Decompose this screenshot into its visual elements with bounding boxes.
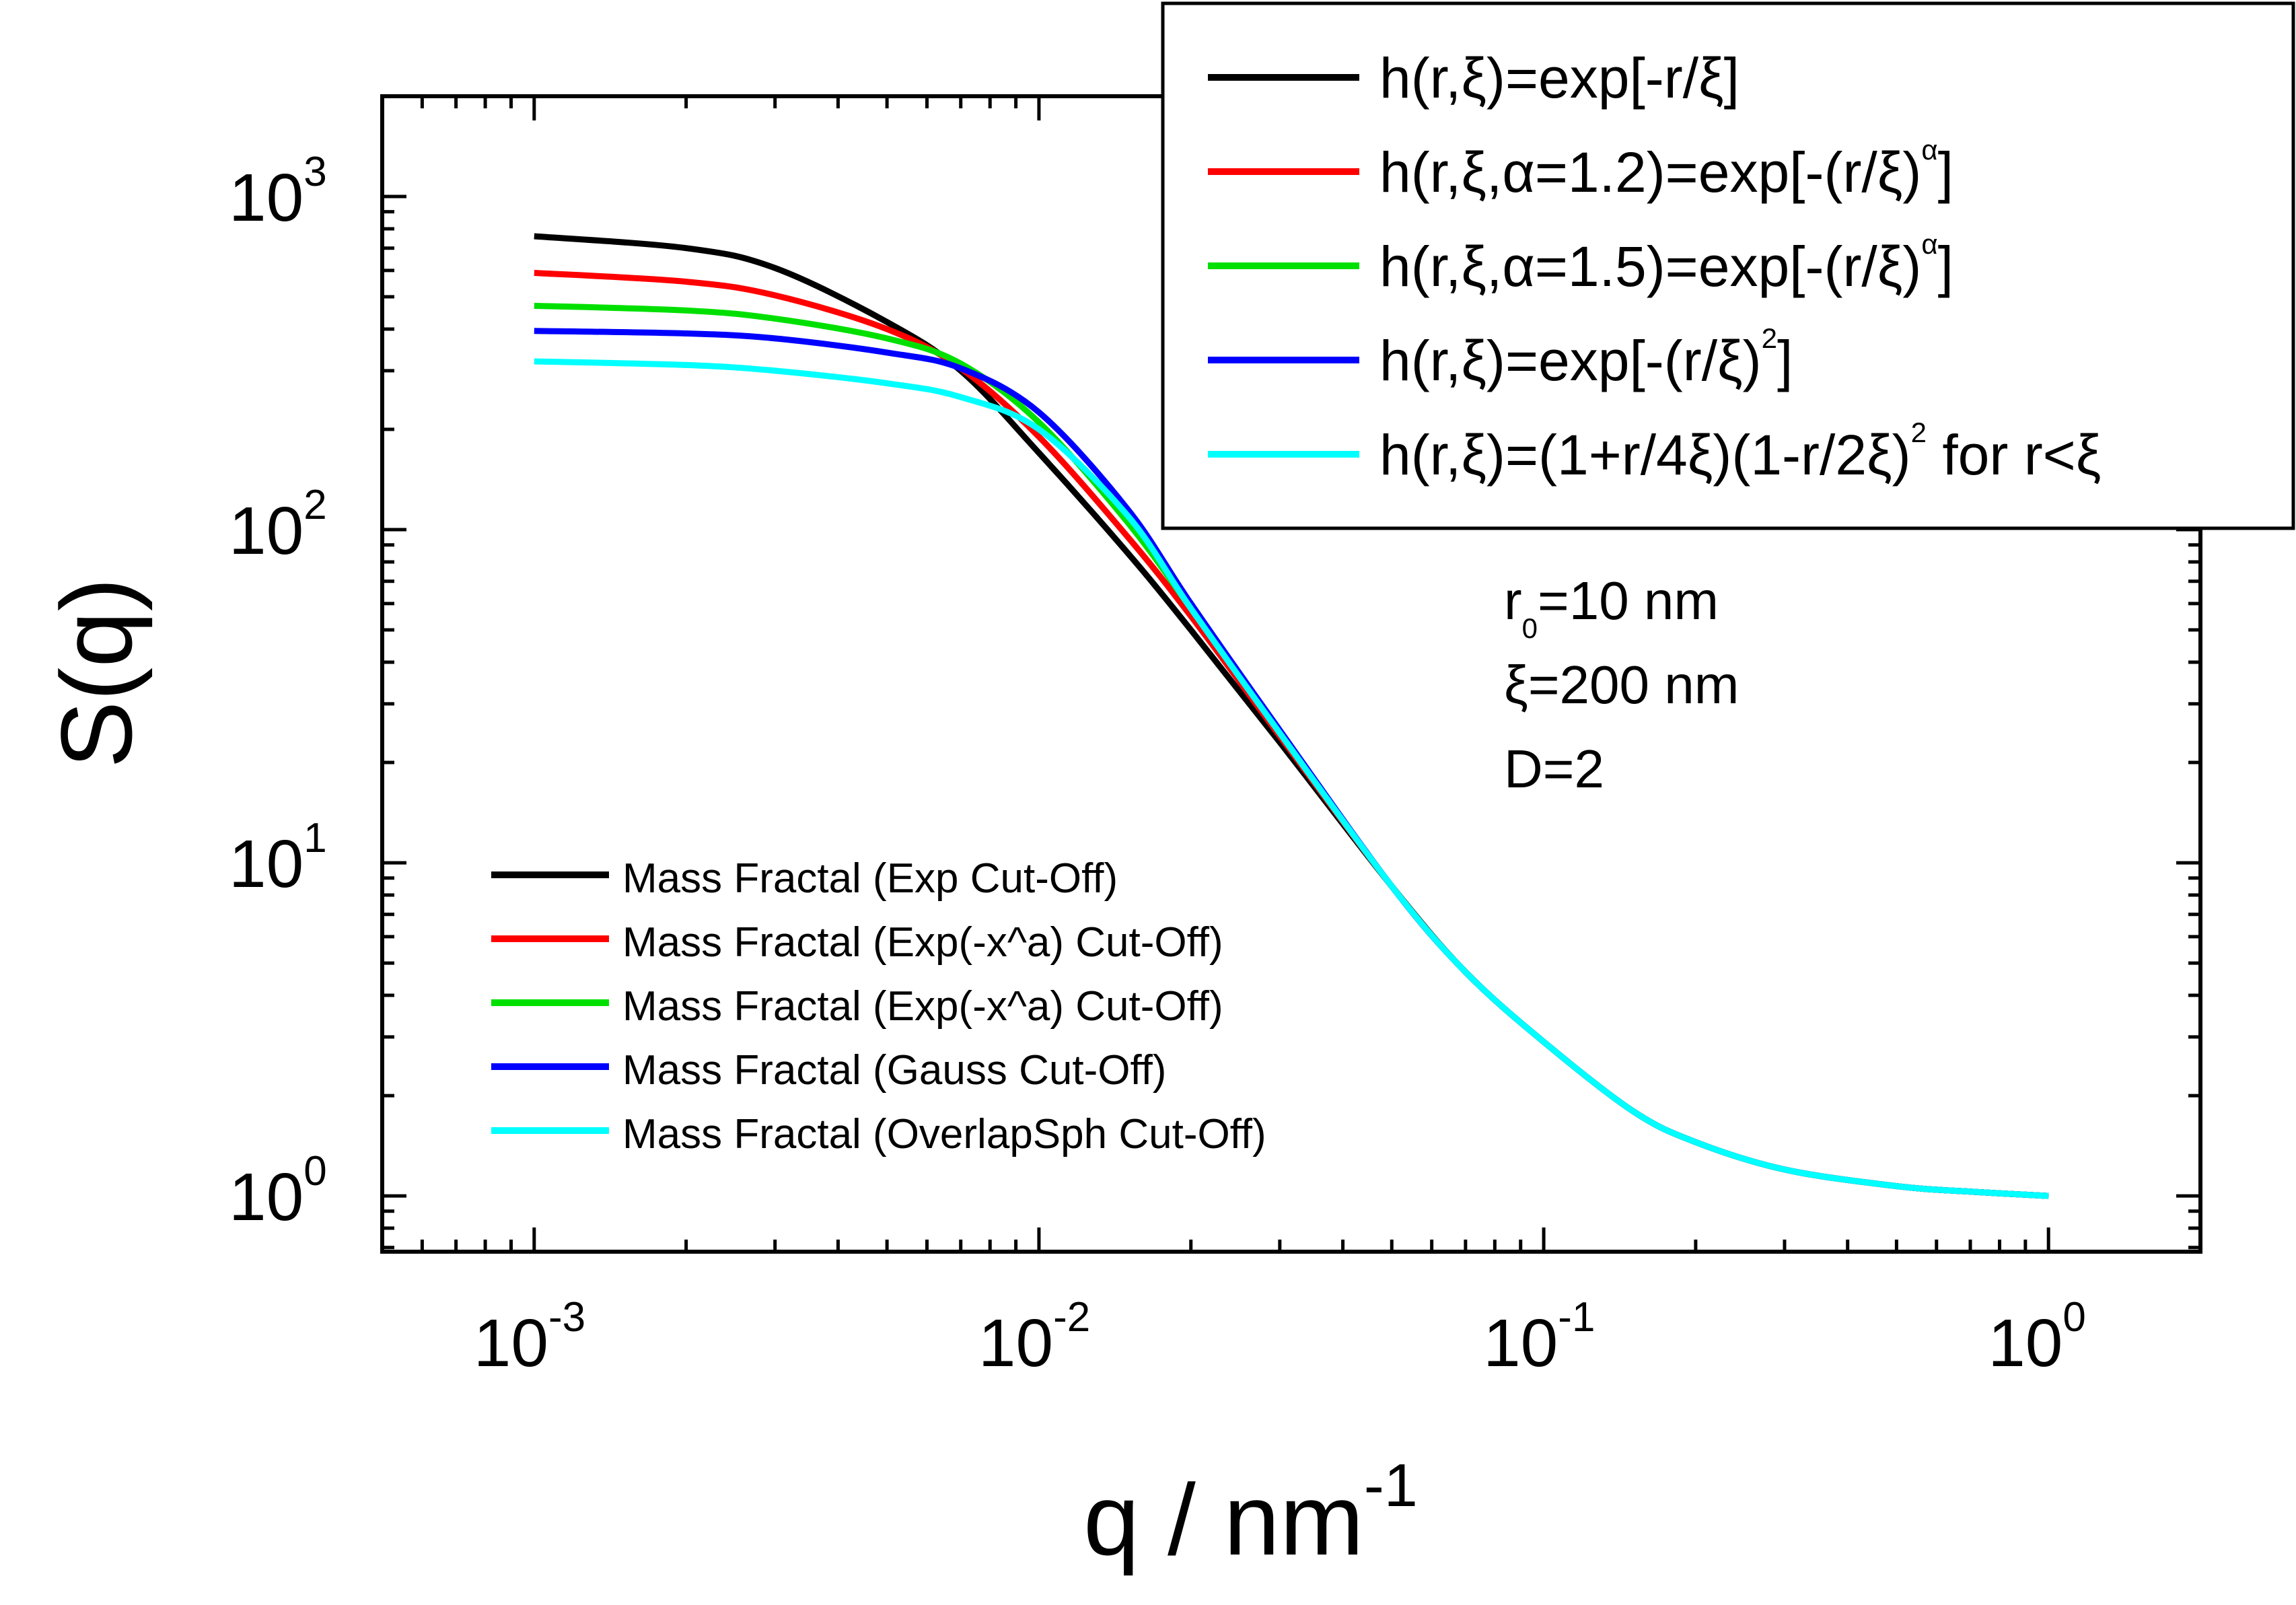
y-axis-title: S(q) — [40, 577, 153, 768]
legend-label: h(r,ξ)=exp[-(r/ξ)2] — [1379, 322, 1793, 392]
y-tick-label: 100 — [229, 1148, 327, 1235]
annotation-text: r0=10 nm — [1504, 571, 1719, 644]
legend-label: h(r,ξ)=exp[-r/ξ] — [1379, 46, 1739, 110]
y-tick-label: 102 — [229, 482, 327, 569]
x-tick-label: 10-1 — [1483, 1294, 1595, 1381]
y-tick-label: 103 — [229, 149, 327, 236]
legend-top-right: h(r,ξ)=exp[-r/ξ] h(r,ξ,α=1.2)=exp[-(r/ξ)α… — [1161, 1, 2295, 530]
y-tick-labels: 100 101 102 103 — [229, 149, 327, 1235]
legend-label: Mass Fractal (Gauss Cut-Off) — [622, 1047, 1166, 1094]
legend-label: Mass Fractal (Exp(-x^a) Cut-Off) — [622, 919, 1223, 966]
legend-label: Mass Fractal (Exp(-x^a) Cut-Off) — [622, 983, 1223, 1030]
annotation-text: ξ=200 nm — [1504, 655, 1739, 715]
series-line-5 — [534, 358, 2049, 1199]
legend-label: Mass Fractal (OverlapSph Cut-Off) — [622, 1111, 1266, 1157]
series-lines — [534, 233, 2049, 1199]
x-tick-label: 100 — [1988, 1294, 2086, 1381]
legend-bottom-left: Mass Fractal (Exp Cut-Off) Mass Fractal (… — [491, 855, 1266, 1157]
x-tick-labels: 10-3 10-2 10-1 100 — [474, 1294, 2086, 1381]
x-tick-label: 10-3 — [474, 1294, 585, 1381]
legend-label: Mass Fractal (Exp Cut-Off) — [622, 855, 1118, 902]
legend-label: h(r,ξ)=(1+r/4ξ)(1-r/2ξ)2 for r<ξ — [1379, 417, 2101, 487]
parameter-annotations: r0=10 nm ξ=200 nm D=2 — [1504, 571, 1739, 799]
x-tick-label: 10-2 — [978, 1294, 1090, 1381]
annotation-text: D=2 — [1504, 739, 1604, 799]
y-tick-label: 101 — [229, 815, 327, 902]
x-axis-title: q / nm-1 — [1083, 1452, 1418, 1576]
legend-label: h(r,ξ,α=1.5)=exp[-(r/ξ)α] — [1379, 228, 1953, 298]
legend-label: h(r,ξ,α=1.2)=exp[-(r/ξ)α] — [1379, 134, 1953, 204]
